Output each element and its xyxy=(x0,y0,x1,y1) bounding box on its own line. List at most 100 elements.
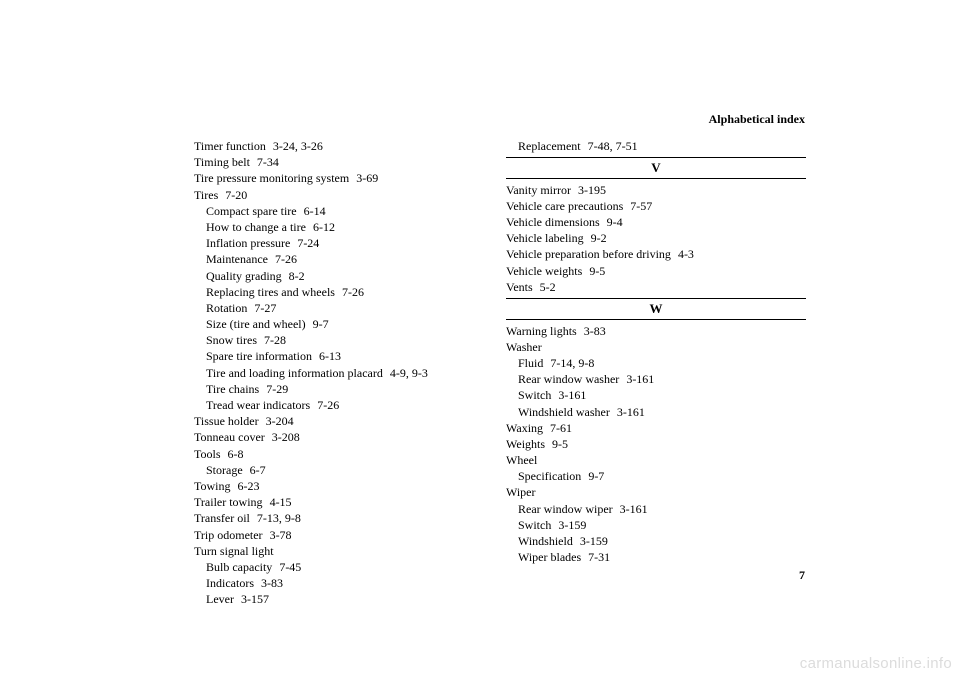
index-entry-label: Vehicle labeling xyxy=(506,231,584,245)
index-entry: Tools 6-8 xyxy=(194,446,494,462)
index-entry-label: Vehicle care precautions xyxy=(506,199,623,213)
index-entry-label: Indicators xyxy=(206,576,254,590)
index-entry-refs: 3-161 xyxy=(555,388,586,402)
index-entry: Fluid 7-14, 9-8 xyxy=(506,355,806,371)
index-entry-label: Washer xyxy=(506,340,542,354)
index-entry-refs: 3-83 xyxy=(258,576,283,590)
index-entry: Turn signal light xyxy=(194,543,494,559)
index-entry-label: Windshield washer xyxy=(518,405,610,419)
index-entry: Replacement 7-48, 7-51 xyxy=(506,138,806,154)
index-entry-refs: 3-159 xyxy=(577,534,608,548)
index-entry-refs: 9-7 xyxy=(310,317,329,331)
index-entry: Rear window wiper 3-161 xyxy=(506,501,806,517)
index-entry-refs: 7-31 xyxy=(585,550,610,564)
index-entry-label: Timing belt xyxy=(194,155,250,169)
index-entry-refs: 7-26 xyxy=(272,252,297,266)
page-number: 7 xyxy=(799,568,805,583)
index-entry-refs: 7-61 xyxy=(547,421,572,435)
index-entry-label: Switch xyxy=(518,388,551,402)
index-entry: Quality grading 8-2 xyxy=(194,268,494,284)
index-entry-refs: 9-5 xyxy=(549,437,568,451)
index-entry-refs: 3-159 xyxy=(555,518,586,532)
index-entry: Weights 9-5 xyxy=(506,436,806,452)
index-entry-label: Maintenance xyxy=(206,252,268,266)
index-entry: Indicators 3-83 xyxy=(194,575,494,591)
index-entry: Timing belt 7-34 xyxy=(194,154,494,170)
index-entry: Compact spare tire 6-14 xyxy=(194,203,494,219)
index-entry-refs: 7-34 xyxy=(254,155,279,169)
index-entry-label: Spare tire information xyxy=(206,349,312,363)
index-columns: Timer function 3-24, 3-26Timing belt 7-3… xyxy=(194,138,806,607)
index-entry: Rear window washer 3-161 xyxy=(506,371,806,387)
index-entry-refs: 3-83 xyxy=(581,324,606,338)
index-entry-label: Switch xyxy=(518,518,551,532)
index-entry-refs: 6-12 xyxy=(310,220,335,234)
index-entry-refs: 9-2 xyxy=(588,231,607,245)
index-entry-refs: 7-20 xyxy=(222,188,247,202)
index-entry-label: Tissue holder xyxy=(194,414,259,428)
index-entry: Lever 3-157 xyxy=(194,591,494,607)
index-entry-label: Vents xyxy=(506,280,533,294)
index-entry-refs: 3-208 xyxy=(269,430,300,444)
index-entry-label: Quality grading xyxy=(206,269,282,283)
index-entry-refs: 7-26 xyxy=(314,398,339,412)
index-entry: Switch 3-159 xyxy=(506,517,806,533)
index-entry: Snow tires 7-28 xyxy=(194,332,494,348)
index-entry: Warning lights 3-83 xyxy=(506,323,806,339)
index-entry-refs: 7-48, 7-51 xyxy=(585,139,638,153)
index-entry: Vehicle weights 9-5 xyxy=(506,263,806,279)
index-entry-refs: 6-7 xyxy=(247,463,266,477)
index-entry: Bulb capacity 7-45 xyxy=(194,559,494,575)
index-entry-refs: 3-78 xyxy=(267,528,292,542)
index-entry-refs: 7-24 xyxy=(294,236,319,250)
index-entry-label: Towing xyxy=(194,479,231,493)
index-entry-refs: 3-161 xyxy=(623,372,654,386)
index-entry: Tissue holder 3-204 xyxy=(194,413,494,429)
index-entry: Specification 9-7 xyxy=(506,468,806,484)
index-entry: Wiper blades 7-31 xyxy=(506,549,806,565)
index-entry-refs: 3-69 xyxy=(353,171,378,185)
index-entry: Vehicle dimensions 9-4 xyxy=(506,214,806,230)
index-entry: Switch 3-161 xyxy=(506,387,806,403)
index-entry-refs: 7-57 xyxy=(627,199,652,213)
index-entry-refs: 3-157 xyxy=(238,592,269,606)
index-entry: Spare tire information 6-13 xyxy=(194,348,494,364)
index-entry-refs: 7-26 xyxy=(339,285,364,299)
index-entry-label: Tonneau cover xyxy=(194,430,265,444)
index-entry: Timer function 3-24, 3-26 xyxy=(194,138,494,154)
index-entry: Inflation pressure 7-24 xyxy=(194,235,494,251)
index-entry-refs: 7-29 xyxy=(263,382,288,396)
index-entry-refs: 9-5 xyxy=(586,264,605,278)
index-entry-label: Vehicle weights xyxy=(506,264,582,278)
index-entry: Transfer oil 7-13, 9-8 xyxy=(194,510,494,526)
index-entry-label: Size (tire and wheel) xyxy=(206,317,306,331)
index-entry: Vehicle preparation before driving 4-3 xyxy=(506,246,806,262)
index-left-column: Timer function 3-24, 3-26Timing belt 7-3… xyxy=(194,138,494,607)
index-entry-label: Storage xyxy=(206,463,243,477)
index-entry-label: Rear window wiper xyxy=(518,502,613,516)
index-entry: Vehicle labeling 9-2 xyxy=(506,230,806,246)
index-entry: Tire pressure monitoring system 3-69 xyxy=(194,170,494,186)
index-entry-label: Warning lights xyxy=(506,324,577,338)
index-entry: Tonneau cover 3-208 xyxy=(194,429,494,445)
index-entry-refs: 3-24, 3-26 xyxy=(270,139,323,153)
index-entry-label: Rotation xyxy=(206,301,247,315)
index-entry: Wheel xyxy=(506,452,806,468)
index-entry-refs: 3-161 xyxy=(614,405,645,419)
index-entry-refs: 9-4 xyxy=(604,215,623,229)
index-entry-refs: 7-14, 9-8 xyxy=(547,356,594,370)
index-entry-label: Lever xyxy=(206,592,234,606)
index-entry-label: Tire pressure monitoring system xyxy=(194,171,349,185)
index-entry: Size (tire and wheel) 9-7 xyxy=(194,316,494,332)
index-entry-refs: 3-161 xyxy=(617,502,648,516)
index-entry: Vents 5-2 xyxy=(506,279,806,295)
index-entry-label: Tools xyxy=(194,447,221,461)
index-entry-refs: 3-195 xyxy=(575,183,606,197)
index-entry-label: Rear window washer xyxy=(518,372,619,386)
index-entry-label: Tires xyxy=(194,188,218,202)
index-entry-refs: 7-28 xyxy=(261,333,286,347)
index-entry-label: Inflation pressure xyxy=(206,236,290,250)
index-entry-refs: 6-13 xyxy=(316,349,341,363)
index-entry-refs: 9-7 xyxy=(585,469,604,483)
index-entry-label: Fluid xyxy=(518,356,543,370)
